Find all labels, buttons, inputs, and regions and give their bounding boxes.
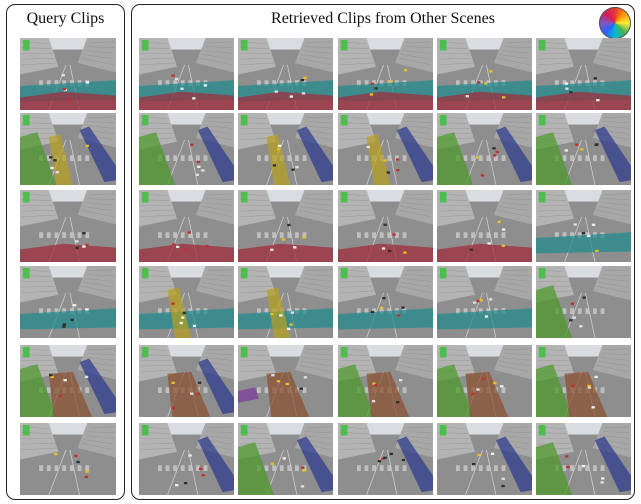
street-scene-image <box>437 266 532 338</box>
street-scene-image <box>139 345 234 417</box>
street-scene-image <box>20 113 116 185</box>
street-scene-image <box>338 113 433 185</box>
retrieved-clip-thumbnail <box>536 113 631 185</box>
retrieved-clip-thumbnail <box>437 345 532 417</box>
street-scene-image <box>238 423 333 495</box>
street-scene-image <box>437 190 532 262</box>
query-clip-thumbnail <box>20 345 116 417</box>
retrieved-clip-thumbnail <box>437 113 532 185</box>
retrieved-clip-thumbnail <box>338 113 433 185</box>
query-clips-title: Query Clips <box>26 10 105 27</box>
street-scene-image <box>437 113 532 185</box>
query-clip-thumbnail <box>20 190 116 262</box>
street-scene-image <box>20 423 116 495</box>
street-scene-image <box>536 423 631 495</box>
retrieved-clip-thumbnail <box>238 345 333 417</box>
retrieved-clip-thumbnail <box>536 423 631 495</box>
retrieved-clip-thumbnail <box>437 190 532 262</box>
query-clip-thumbnail <box>20 38 116 110</box>
street-scene-image <box>20 345 116 417</box>
query-clip-thumbnail <box>20 113 116 185</box>
color-wheel-icon <box>599 7 631 39</box>
street-scene-image <box>437 423 532 495</box>
street-scene-image <box>238 266 333 338</box>
retrieved-clip-thumbnail <box>437 423 532 495</box>
retrieved-clip-thumbnail <box>536 345 631 417</box>
street-scene-image <box>20 190 116 262</box>
retrieved-clip-thumbnail <box>238 113 333 185</box>
street-scene-image <box>238 345 333 417</box>
street-scene-image <box>536 345 631 417</box>
street-scene-image <box>20 266 116 338</box>
street-scene-image <box>338 266 433 338</box>
retrieved-clip-thumbnail <box>437 266 532 338</box>
street-scene-image <box>338 345 433 417</box>
retrieved-clip-thumbnail <box>139 266 234 338</box>
retrieved-clip-thumbnail <box>437 38 532 110</box>
street-scene-image <box>536 113 631 185</box>
street-scene-image <box>139 38 234 110</box>
retrieved-clip-thumbnail <box>139 38 234 110</box>
retrieved-clip-thumbnail <box>338 423 433 495</box>
retrieved-clip-thumbnail <box>338 345 433 417</box>
retrieved-clip-thumbnail <box>238 38 333 110</box>
retrieved-clip-thumbnail <box>139 113 234 185</box>
street-scene-image <box>20 38 116 110</box>
street-scene-image <box>536 38 631 110</box>
retrieved-clip-thumbnail <box>139 190 234 262</box>
retrieved-clip-thumbnail <box>536 190 631 262</box>
retrieved-clip-thumbnail <box>338 266 433 338</box>
street-scene-image <box>437 38 532 110</box>
street-scene-image <box>437 345 532 417</box>
street-scene-image <box>238 190 333 262</box>
retrieved-clip-thumbnail <box>338 38 433 110</box>
retrieved-clip-thumbnail <box>338 190 433 262</box>
street-scene-image <box>536 266 631 338</box>
street-scene-image <box>238 113 333 185</box>
retrieved-clip-thumbnail <box>139 423 234 495</box>
street-scene-image <box>338 38 433 110</box>
street-scene-image <box>238 38 333 110</box>
street-scene-image <box>536 190 631 262</box>
retrieved-clip-thumbnail <box>536 266 631 338</box>
street-scene-image <box>338 190 433 262</box>
query-clip-thumbnail <box>20 266 116 338</box>
street-scene-image <box>139 113 234 185</box>
street-scene-image <box>139 423 234 495</box>
street-scene-image <box>338 423 433 495</box>
street-scene-image <box>139 266 234 338</box>
retrieved-clips-title: Retrieved Clips from Other Scenes <box>271 10 495 27</box>
retrieved-clip-thumbnail <box>238 266 333 338</box>
retrieved-clip-thumbnail <box>238 190 333 262</box>
retrieved-clip-thumbnail <box>536 38 631 110</box>
retrieved-clip-thumbnail <box>139 345 234 417</box>
retrieved-clip-thumbnail <box>238 423 333 495</box>
query-clip-thumbnail <box>20 423 116 495</box>
street-scene-image <box>139 190 234 262</box>
